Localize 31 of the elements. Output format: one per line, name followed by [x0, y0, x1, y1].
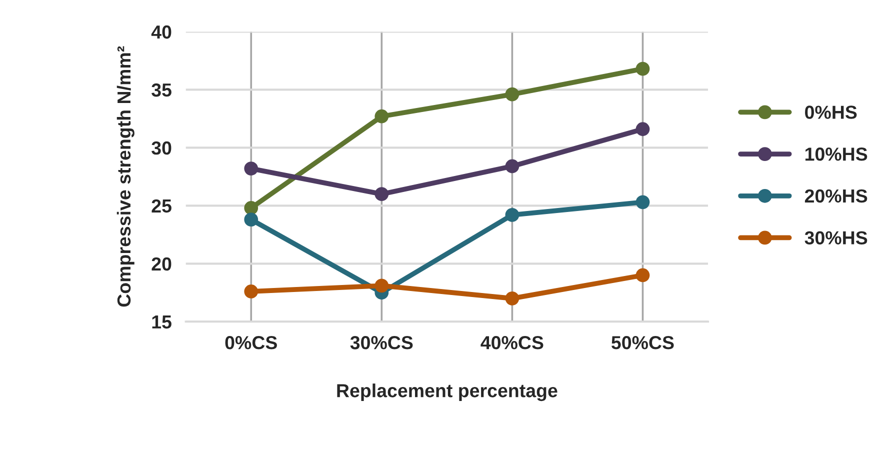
- y-tick-label: 30: [152, 141, 172, 155]
- legend-label: 30%HS: [804, 231, 868, 245]
- point: [636, 62, 650, 76]
- point: [636, 122, 650, 136]
- point: [505, 159, 520, 174]
- x-tick-label: 0%CS: [225, 336, 277, 350]
- point: [505, 87, 520, 102]
- point: [244, 162, 258, 176]
- point: [374, 187, 389, 202]
- legend-label: 20%HS: [804, 189, 868, 203]
- x-tick-label: 50%CS: [612, 336, 674, 350]
- point: [505, 208, 520, 222]
- point: [374, 278, 389, 293]
- y-tick-label: 40: [151, 25, 172, 39]
- y-axis-title: Compressive strength N/mm²: [116, 46, 134, 307]
- point: [636, 268, 650, 282]
- x-tick-label: 30%CS: [350, 336, 413, 350]
- legend-label: 10%HS: [805, 148, 868, 161]
- y-tick-label: 15: [152, 316, 172, 329]
- y-tick-label: 35: [152, 83, 172, 97]
- x-tick-label: 40%CS: [480, 336, 544, 350]
- point: [636, 195, 650, 210]
- point: [244, 212, 258, 227]
- y-tick-label: 20: [152, 257, 172, 271]
- point: [244, 201, 258, 215]
- x-axis-title: Replacement percentage: [337, 384, 558, 402]
- point: [244, 284, 258, 298]
- point: [505, 291, 520, 306]
- legend-label: 0%HS: [805, 106, 857, 119]
- y-tick-label: 25: [152, 199, 172, 213]
- point: [374, 109, 389, 124]
